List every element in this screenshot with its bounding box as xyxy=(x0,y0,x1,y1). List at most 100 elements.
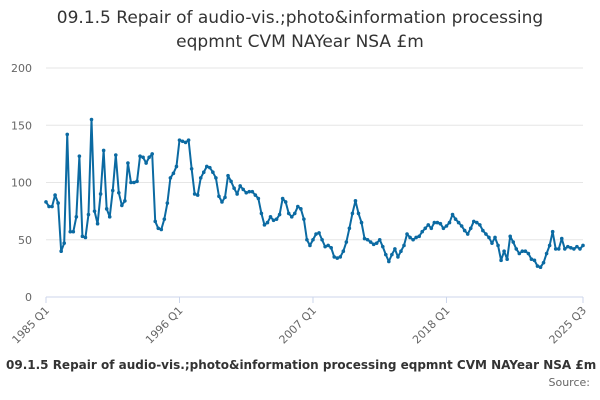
data-point[interactable] xyxy=(490,241,494,245)
data-point[interactable] xyxy=(550,229,555,234)
data-point[interactable] xyxy=(256,196,261,201)
data-point[interactable] xyxy=(475,220,479,225)
data-point[interactable] xyxy=(74,215,79,219)
data-point[interactable] xyxy=(235,192,239,196)
data-point[interactable] xyxy=(223,195,227,200)
data-point[interactable] xyxy=(168,176,173,180)
data-point[interactable] xyxy=(189,166,194,171)
data-point[interactable] xyxy=(371,242,376,247)
data-point[interactable] xyxy=(214,176,218,180)
data-point[interactable] xyxy=(338,255,343,259)
data-point[interactable] xyxy=(104,207,109,211)
data-point[interactable] xyxy=(326,243,330,248)
data-point[interactable] xyxy=(144,161,148,165)
data-point[interactable] xyxy=(162,217,167,221)
data-point[interactable] xyxy=(365,237,370,242)
data-point[interactable] xyxy=(499,258,503,263)
data-point[interactable] xyxy=(241,187,246,192)
legend[interactable]: 09.1.5 Repair of audio-vis.;photo&inform… xyxy=(0,358,596,372)
data-point[interactable] xyxy=(566,244,570,249)
data-point[interactable] xyxy=(226,173,230,178)
data-point[interactable] xyxy=(53,193,57,197)
data-point[interactable] xyxy=(296,204,300,209)
data-point[interactable] xyxy=(174,164,179,169)
data-point[interactable] xyxy=(123,199,127,203)
data-point[interactable] xyxy=(453,217,458,221)
data-point[interactable] xyxy=(432,220,437,225)
data-point[interactable] xyxy=(323,244,327,249)
data-point[interactable] xyxy=(117,191,121,195)
data-point[interactable] xyxy=(408,235,412,240)
data-point[interactable] xyxy=(262,223,267,227)
data-point[interactable] xyxy=(578,247,582,251)
data-point[interactable] xyxy=(86,212,91,217)
data-point[interactable] xyxy=(211,170,215,174)
data-point[interactable] xyxy=(65,132,70,137)
data-point[interactable] xyxy=(387,259,391,264)
data-point[interactable] xyxy=(283,200,288,204)
data-point[interactable] xyxy=(417,234,421,239)
data-point[interactable] xyxy=(471,219,476,224)
data-point[interactable] xyxy=(538,265,543,270)
data-point[interactable] xyxy=(426,223,431,227)
data-point[interactable] xyxy=(150,152,154,156)
data-point[interactable] xyxy=(126,161,130,165)
data-point[interactable] xyxy=(532,258,537,263)
data-point[interactable] xyxy=(201,170,206,174)
data-point[interactable] xyxy=(444,224,449,228)
data-point[interactable] xyxy=(572,247,576,251)
data-point[interactable] xyxy=(465,232,470,236)
data-point[interactable] xyxy=(569,245,573,250)
data-point[interactable] xyxy=(517,251,522,256)
data-point[interactable] xyxy=(362,236,367,241)
data-point[interactable] xyxy=(274,217,279,221)
data-point[interactable] xyxy=(265,220,270,225)
data-point[interactable] xyxy=(259,211,264,216)
data-point[interactable] xyxy=(332,255,337,259)
data-point[interactable] xyxy=(302,217,306,221)
data-point[interactable] xyxy=(502,249,506,253)
data-point[interactable] xyxy=(77,154,82,158)
data-point[interactable] xyxy=(423,226,428,231)
data-point[interactable] xyxy=(478,223,482,227)
data-point[interactable] xyxy=(547,243,552,248)
series-line[interactable] xyxy=(45,118,584,269)
data-point[interactable] xyxy=(92,209,97,213)
data-point[interactable] xyxy=(317,231,321,235)
data-point[interactable] xyxy=(56,201,60,205)
data-point[interactable] xyxy=(377,237,382,242)
data-point[interactable] xyxy=(95,221,100,226)
data-point[interactable] xyxy=(50,204,54,209)
data-point[interactable] xyxy=(292,211,297,216)
data-point[interactable] xyxy=(110,188,115,193)
data-point[interactable] xyxy=(59,249,63,253)
data-point[interactable] xyxy=(138,154,142,158)
data-point[interactable] xyxy=(129,180,133,185)
data-point[interactable] xyxy=(526,251,531,256)
data-point[interactable] xyxy=(159,227,164,232)
data-point[interactable] xyxy=(405,232,409,236)
data-point[interactable] xyxy=(420,229,425,234)
data-point[interactable] xyxy=(177,138,182,142)
data-point[interactable] xyxy=(493,235,497,240)
data-point[interactable] xyxy=(271,218,276,223)
data-point[interactable] xyxy=(217,194,221,199)
data-point[interactable] xyxy=(380,244,385,249)
data-point[interactable] xyxy=(581,243,585,248)
data-point[interactable] xyxy=(341,249,346,253)
data-point[interactable] xyxy=(544,251,549,256)
data-point[interactable] xyxy=(514,247,519,251)
data-point[interactable] xyxy=(229,179,233,184)
data-point[interactable] xyxy=(523,249,528,253)
data-point[interactable] xyxy=(487,235,491,240)
data-point[interactable] xyxy=(529,257,534,262)
data-point[interactable] xyxy=(113,153,118,157)
data-point[interactable] xyxy=(462,228,467,233)
data-point[interactable] xyxy=(68,229,73,234)
data-point[interactable] xyxy=(399,249,403,253)
data-point[interactable] xyxy=(180,139,185,144)
data-point[interactable] xyxy=(393,247,397,251)
data-point[interactable] xyxy=(520,249,525,253)
data-point[interactable] xyxy=(247,189,252,194)
data-point[interactable] xyxy=(344,240,349,244)
